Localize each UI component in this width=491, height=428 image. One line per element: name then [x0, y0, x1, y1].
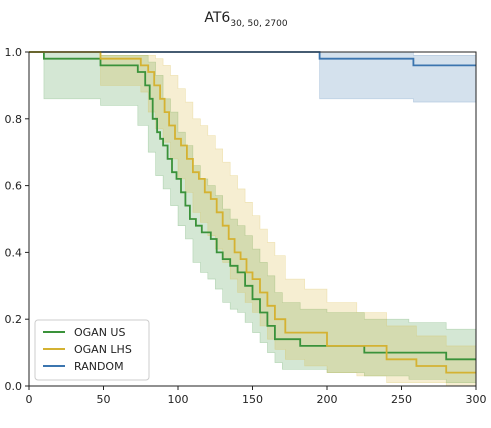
- ogan-us-line: [29, 51, 476, 361]
- y-tick-label: 1.0: [5, 46, 23, 59]
- x-tick-label: 100: [168, 393, 189, 406]
- y-tick-label: 0.2: [5, 313, 23, 326]
- x-tick-label: 150: [242, 393, 263, 406]
- x-tick-label: 50: [97, 393, 111, 406]
- legend: OGAN US OGAN LHS RANDOM: [34, 319, 150, 381]
- x-tick-label: 250: [391, 393, 412, 406]
- y-tick-label: 0.4: [5, 246, 23, 259]
- chart-title-main: AT6: [204, 10, 230, 26]
- chart-title-subscript: 30, 50, 2700: [230, 19, 288, 29]
- ogan-lhs-line: [29, 51, 476, 374]
- y-axis: 0.0 0.2 0.4 0.6 0.8 1.0: [5, 46, 29, 393]
- legend-label-ogan-us: OGAN US: [74, 326, 125, 339]
- y-tick-label: 0.6: [5, 180, 23, 193]
- x-tick-label: 200: [317, 393, 338, 406]
- x-tick-label: 0: [26, 393, 33, 406]
- y-tick-label: 0.8: [5, 113, 23, 126]
- chart-title: AT630, 50, 2700: [204, 10, 287, 29]
- y-tick-label: 0.0: [5, 380, 23, 393]
- x-tick-label: 300: [466, 393, 487, 406]
- x-axis: 0 50 100 150 200 250 300: [26, 386, 487, 406]
- legend-label-random: RANDOM: [74, 360, 124, 373]
- legend-label-ogan-lhs: OGAN LHS: [74, 343, 132, 356]
